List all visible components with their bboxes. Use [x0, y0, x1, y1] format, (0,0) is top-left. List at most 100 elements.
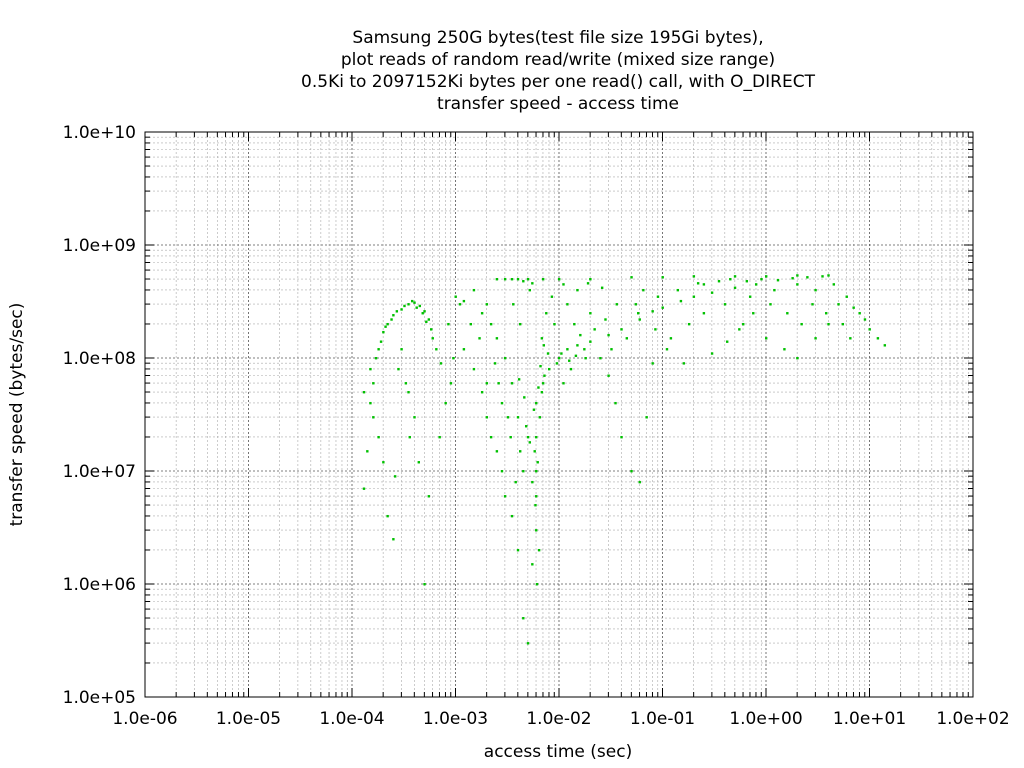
y-tick-label: 1.0e+05	[63, 688, 136, 708]
data-point	[827, 322, 830, 326]
axis-ticks	[144, 131, 974, 698]
data-point	[390, 318, 393, 321]
data-point	[656, 295, 660, 298]
data-point	[726, 340, 729, 343]
data-point	[540, 337, 544, 340]
data-point	[642, 288, 645, 292]
data-point	[579, 333, 582, 337]
data-point	[566, 303, 569, 306]
major-grid	[145, 132, 973, 697]
data-point	[522, 280, 525, 283]
data-point	[386, 514, 389, 518]
data-point	[369, 367, 372, 371]
data-point	[425, 320, 428, 323]
data-point	[539, 364, 542, 368]
data-point	[382, 461, 385, 464]
x-tick-labels: 1.0e-06 1.0e-05 1.0e-04 1.0e-03 1.0e-02 1.0e-…	[112, 709, 1009, 729]
data-point	[517, 378, 521, 381]
data-point	[525, 425, 528, 428]
data-point	[654, 328, 657, 331]
y-tick-labels: 1.0e+05 1.0e+06 1.0e+07 1.0e+08 1.0e+09 1.0e+…	[63, 123, 136, 708]
data-point	[516, 416, 520, 419]
data-point	[576, 344, 579, 347]
data-point	[558, 278, 561, 281]
data-point	[665, 348, 669, 351]
data-point	[723, 303, 727, 306]
data-point	[676, 288, 680, 292]
data-point	[599, 357, 602, 360]
data-point	[837, 303, 840, 306]
data-point	[773, 288, 776, 292]
data-point	[776, 279, 780, 282]
x-tick-label: 1.0e-04	[319, 709, 384, 729]
data-point	[516, 548, 520, 552]
data-point	[532, 408, 536, 411]
data-point	[512, 303, 515, 306]
data-point	[547, 367, 551, 371]
data-point	[407, 391, 410, 394]
data-point	[593, 328, 596, 331]
data-point	[692, 295, 696, 298]
data-point	[534, 504, 537, 507]
data-point	[535, 529, 538, 532]
data-point	[661, 276, 664, 279]
data-point	[692, 275, 696, 278]
data-point	[374, 357, 378, 360]
data-point	[522, 470, 525, 473]
data-point	[710, 291, 714, 294]
data-point	[845, 295, 848, 298]
data-point	[769, 303, 772, 306]
data-point	[452, 357, 455, 360]
data-point	[535, 470, 538, 473]
data-point	[372, 416, 375, 419]
x-tick-label: 1.0e+01	[833, 709, 906, 729]
x-tick-label: 1.0e-06	[112, 709, 177, 729]
data-point	[400, 348, 403, 351]
data-point	[497, 382, 500, 385]
data-point	[661, 306, 664, 309]
data-point	[528, 441, 532, 444]
data-point	[397, 367, 400, 371]
data-point	[531, 282, 534, 285]
data-point	[651, 310, 654, 313]
data-point	[868, 328, 871, 331]
data-point	[533, 450, 536, 453]
data-point	[841, 322, 845, 326]
data-point	[827, 274, 830, 277]
data-point	[537, 386, 540, 389]
data-point	[814, 337, 817, 340]
data-point	[745, 280, 749, 283]
data-point	[407, 303, 410, 306]
x-tick-label: 1.0e-02	[526, 709, 591, 729]
data-point	[825, 312, 828, 315]
data-point	[485, 382, 489, 385]
data-point	[417, 461, 420, 464]
data-point	[634, 303, 638, 306]
data-point	[472, 288, 476, 292]
data-point	[392, 314, 395, 317]
data-point	[574, 354, 578, 358]
data-point	[516, 278, 520, 281]
data-point	[536, 461, 539, 464]
data-point	[754, 283, 758, 286]
data-point	[538, 416, 542, 419]
data-point	[586, 282, 590, 285]
data-point	[535, 435, 538, 439]
data-point	[377, 348, 380, 351]
data-point	[423, 583, 426, 586]
data-point	[526, 435, 530, 439]
data-point	[503, 495, 507, 498]
data-point	[630, 470, 633, 473]
data-point	[858, 312, 861, 315]
data-point	[413, 301, 416, 304]
data-point	[589, 278, 592, 281]
data-point	[485, 303, 489, 306]
data-point	[421, 312, 424, 315]
data-point	[462, 348, 466, 351]
data-point	[480, 391, 484, 394]
data-point	[796, 274, 799, 277]
data-point	[519, 322, 522, 326]
data-point	[438, 435, 441, 439]
data-point	[411, 299, 414, 303]
